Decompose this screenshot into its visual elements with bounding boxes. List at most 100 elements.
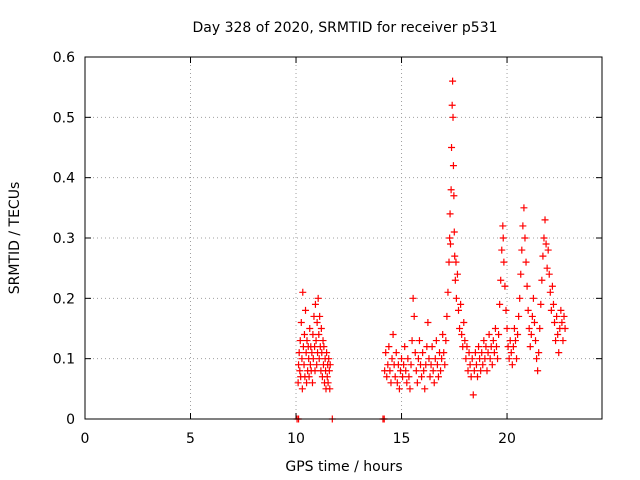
data-point (499, 234, 507, 242)
data-point (449, 113, 457, 121)
data-point (495, 331, 503, 339)
data-point (478, 349, 486, 357)
data-point (501, 282, 509, 290)
data-point (456, 325, 464, 332)
data-point (419, 349, 427, 357)
data-point (541, 216, 549, 224)
data-point (491, 325, 499, 332)
y-axis-label: SRMTID / TECUs (7, 182, 23, 295)
y-tick-label: 0.1 (53, 352, 75, 368)
data-point (313, 318, 321, 326)
data-point (558, 318, 566, 326)
data-point (528, 312, 536, 320)
data-point (414, 355, 422, 363)
data-point (441, 361, 449, 369)
data-point (527, 331, 535, 339)
data-point (538, 276, 546, 284)
data-point (450, 192, 458, 200)
data-point (309, 331, 317, 339)
data-point (400, 361, 408, 369)
data-point (471, 349, 479, 357)
data-point (325, 367, 333, 375)
data-point (485, 331, 493, 339)
plot-frame (84, 56, 603, 420)
data-point (518, 246, 526, 254)
data-point (554, 331, 562, 339)
data-point (496, 300, 504, 308)
data-point (445, 258, 453, 266)
data-point (432, 337, 440, 345)
x-tick-label: 15 (393, 431, 411, 447)
data-point (508, 361, 516, 369)
data-point (517, 270, 525, 278)
data-point (408, 337, 416, 345)
data-point (553, 312, 561, 320)
data-point (560, 312, 568, 320)
data-point (384, 361, 392, 369)
data-point (402, 367, 410, 375)
data-point (294, 379, 302, 387)
data-point (477, 367, 485, 375)
data-point (403, 379, 411, 387)
data-point (295, 349, 303, 357)
data-point (424, 318, 432, 326)
data-point (464, 367, 472, 375)
data-point (490, 349, 498, 357)
data-point (465, 349, 473, 357)
data-point (391, 373, 399, 381)
data-point (537, 300, 545, 308)
data-point (449, 77, 457, 85)
data-point (320, 343, 328, 351)
data-point (535, 349, 543, 357)
data-point (299, 288, 307, 296)
data-point (311, 367, 319, 375)
data-point (446, 234, 454, 242)
data-point (451, 276, 459, 284)
data-point (470, 367, 478, 375)
data-point (469, 391, 477, 399)
data-point (555, 349, 563, 357)
data-point (548, 282, 556, 290)
data-point (523, 282, 531, 290)
data-point (480, 337, 488, 345)
data-point (431, 355, 439, 363)
data-point (525, 325, 533, 332)
data-point (298, 385, 306, 393)
data-point (324, 379, 332, 387)
x-tick-label: 5 (186, 431, 195, 447)
data-point (439, 331, 447, 339)
x-axis-label: GPS time / hours (285, 459, 402, 475)
data-point (306, 361, 314, 369)
data-point (425, 355, 433, 363)
data-point (514, 331, 522, 339)
data-point (326, 361, 334, 369)
data-point (529, 294, 537, 302)
data-point (434, 373, 442, 381)
data-point (395, 385, 403, 393)
data-point (455, 306, 463, 314)
data-point (483, 367, 491, 375)
data-point (551, 318, 559, 326)
y-tick-label: 0.4 (53, 171, 75, 187)
data-point (448, 144, 456, 151)
data-point (309, 355, 317, 363)
data-points (293, 77, 569, 423)
data-point (462, 355, 470, 363)
data-point (472, 361, 480, 369)
data-point (404, 355, 412, 363)
data-point (515, 312, 523, 320)
data-point (499, 222, 507, 230)
data-point (325, 355, 333, 363)
data-point (521, 234, 529, 242)
data-point (296, 337, 304, 345)
data-point (323, 349, 331, 357)
data-point (534, 367, 542, 375)
data-point (430, 379, 438, 387)
data-point (315, 355, 323, 363)
data-point (545, 270, 553, 278)
data-point (447, 186, 455, 194)
data-point (296, 367, 304, 375)
y-tick-label: 0.5 (53, 110, 75, 126)
x-tick-label: 0 (81, 431, 90, 447)
